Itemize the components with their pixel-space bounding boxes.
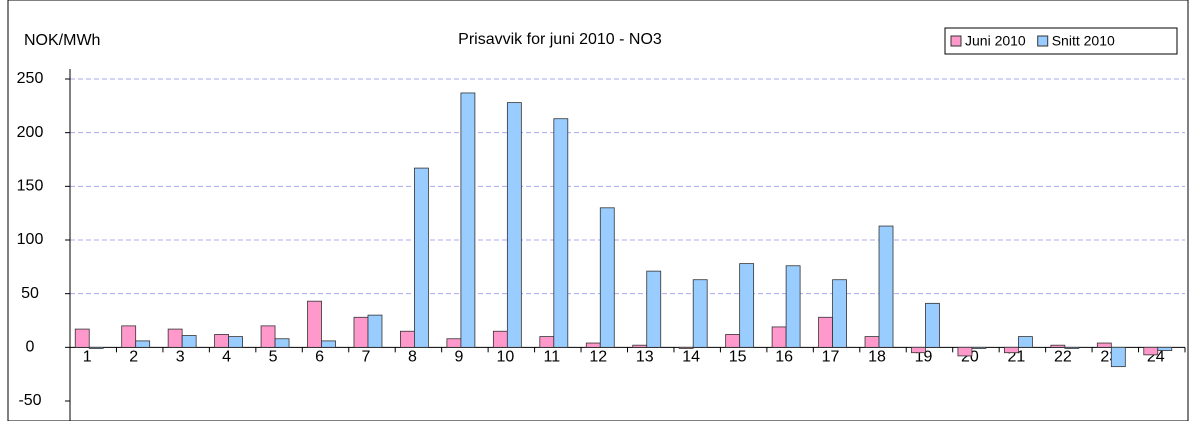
chart-frame [7, 0, 1189, 421]
y-tick-label: -50 [18, 392, 41, 409]
bar [925, 302, 940, 348]
y-tick-label: 150 [17, 178, 44, 195]
bar [214, 334, 230, 348]
bar [460, 92, 476, 348]
bar [539, 336, 555, 348]
y-axis-label: NOK/MWh [24, 32, 100, 49]
y-tick-label: 100 [17, 231, 44, 248]
bar [599, 207, 615, 348]
bar [446, 338, 462, 348]
bar [632, 344, 648, 348]
bar [353, 316, 369, 348]
bar [135, 340, 151, 348]
x-tick-label: 8 [408, 349, 417, 366]
bar [739, 263, 755, 348]
legend-swatch [950, 35, 962, 47]
bar [1017, 336, 1033, 348]
bar [864, 336, 880, 348]
x-tick-label: 17 [822, 349, 840, 366]
x-tick-label: 12 [589, 349, 607, 366]
bar [911, 346, 926, 354]
bar [1096, 342, 1112, 348]
bar [785, 265, 801, 348]
x-tick-label: 5 [269, 349, 278, 366]
x-tick-label: 14 [682, 349, 700, 366]
legend-frame [944, 27, 1178, 55]
bar [74, 328, 90, 348]
bar [1110, 346, 1126, 368]
bar [1157, 346, 1173, 351]
bar [585, 342, 601, 348]
bar [506, 102, 522, 348]
bar [818, 316, 833, 348]
x-tick-label: 3 [176, 349, 185, 366]
x-tick-label: 7 [362, 349, 371, 366]
x-tick-label: 6 [315, 349, 324, 366]
bar [957, 346, 973, 357]
chart-title: Prisavvik for juni 2010 - NO3 [458, 31, 662, 48]
bar [971, 346, 987, 349]
legend-swatch [1037, 35, 1049, 47]
bar [678, 346, 694, 349]
bar [307, 300, 322, 348]
bar [181, 335, 197, 348]
bar [832, 279, 847, 348]
bar [260, 325, 276, 348]
y-tick-label: 0 [26, 339, 35, 356]
x-tick-label: 22 [1054, 349, 1072, 366]
x-tick-label: 9 [454, 349, 463, 366]
x-tick-label: 2 [129, 349, 138, 366]
y-tick-label: 250 [17, 70, 44, 87]
x-tick-label: 15 [729, 349, 747, 366]
x-tick-label: 10 [496, 349, 514, 366]
legend-label: Snitt 2010 [1052, 33, 1115, 49]
bar [692, 279, 708, 348]
bar [1143, 346, 1159, 356]
bar [121, 325, 137, 348]
legend: Juni 2010 Snitt 2010 [944, 27, 1178, 55]
x-tick-label: 1 [83, 349, 92, 366]
bar [492, 330, 508, 348]
bar [88, 346, 104, 349]
bar [367, 314, 383, 348]
bar [321, 340, 336, 348]
bar [274, 338, 290, 348]
legend-label: Juni 2010 [965, 33, 1026, 49]
y-tick-label: 200 [17, 124, 44, 141]
x-tick-label: 11 [544, 349, 561, 366]
x-tick-label: 4 [222, 349, 231, 366]
bar [167, 328, 183, 348]
bar [400, 330, 415, 348]
y-tick-label: 50 [21, 285, 39, 302]
bar [1064, 346, 1080, 349]
bar [414, 167, 429, 348]
bar [228, 336, 244, 348]
x-tick-label: 18 [868, 349, 886, 366]
bar [771, 326, 787, 348]
x-tick-label: 13 [636, 349, 654, 366]
bar [878, 225, 894, 348]
bar [553, 118, 569, 348]
bar [1003, 346, 1019, 354]
bar [725, 334, 741, 348]
bar [1050, 344, 1066, 348]
x-tick-label: 16 [775, 349, 793, 366]
bar [646, 270, 662, 348]
